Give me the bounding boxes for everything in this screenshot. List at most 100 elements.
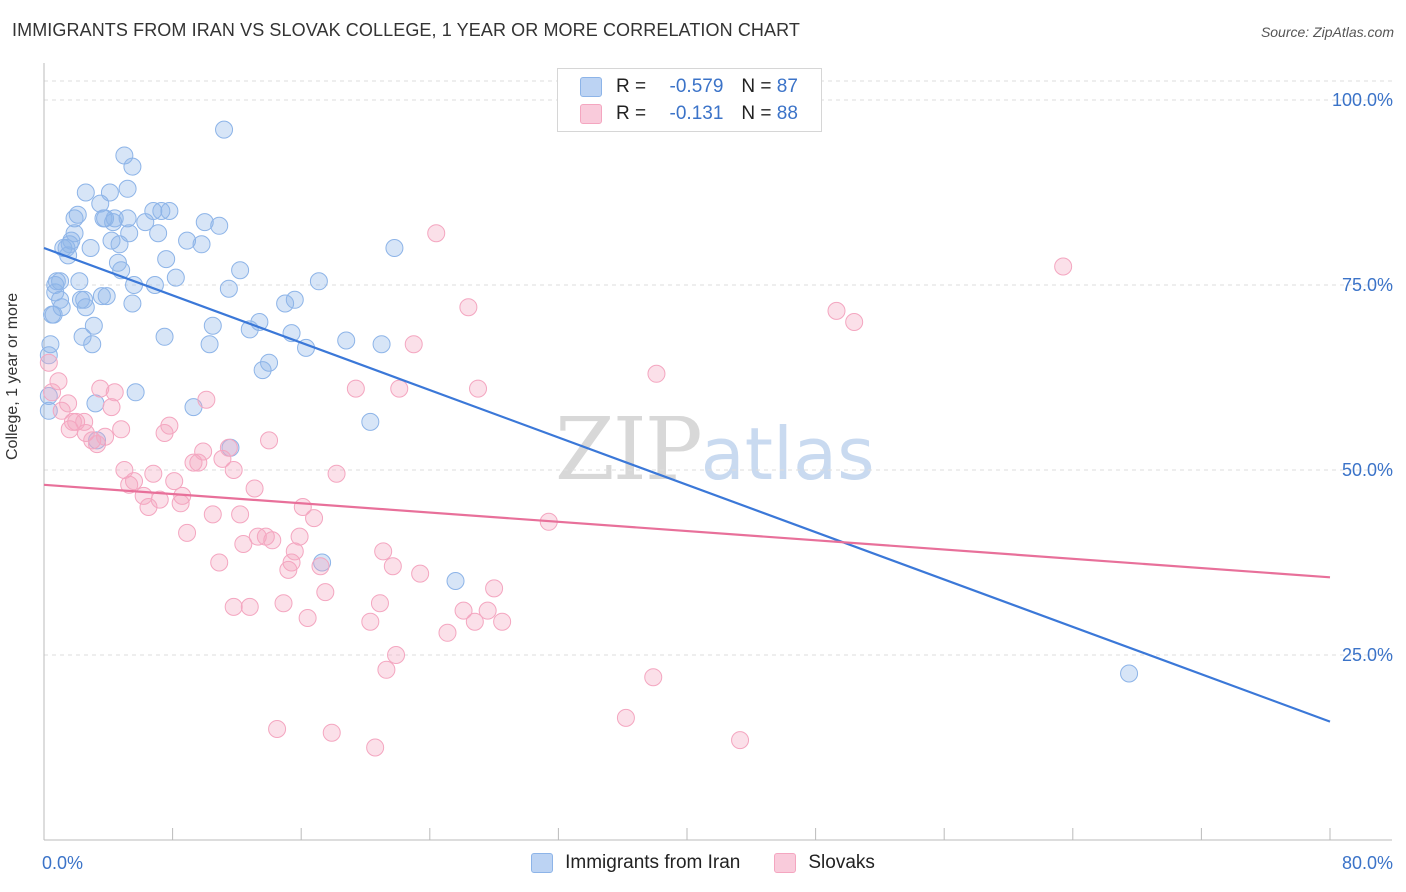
point-iran xyxy=(260,353,279,372)
point-iran xyxy=(39,346,58,365)
point-slovaks xyxy=(322,723,341,742)
point-slovaks xyxy=(189,453,208,472)
y-tick-label: 75.0% xyxy=(1342,275,1393,295)
point-iran xyxy=(446,572,465,590)
point-slovaks xyxy=(327,464,346,483)
point-iran xyxy=(41,335,60,354)
point-slovaks xyxy=(493,612,512,631)
series-legend-iran[interactable]: Immigrants from Iran xyxy=(531,852,740,874)
point-slovaks xyxy=(285,542,304,561)
point-slovaks xyxy=(731,731,750,750)
series-legend-slovaks[interactable]: Slovaks xyxy=(774,852,875,874)
point-slovaks xyxy=(160,416,179,435)
point-slovaks xyxy=(197,390,216,409)
point-slovaks xyxy=(120,475,139,494)
point-slovaks xyxy=(377,660,396,679)
point-slovaks xyxy=(616,708,635,727)
legend-r-value-slovaks: -0.131 xyxy=(669,103,724,124)
point-slovaks xyxy=(224,597,243,616)
point-slovaks xyxy=(91,379,110,398)
point-slovaks xyxy=(231,505,250,524)
point-slovaks xyxy=(845,313,864,331)
point-iran xyxy=(337,331,356,350)
point-iran xyxy=(219,279,238,298)
legend-r-label: R = xyxy=(616,103,647,124)
point-iran xyxy=(73,327,92,346)
watermark-zip: ZIP xyxy=(555,400,703,500)
point-iran xyxy=(84,316,103,335)
point-iran xyxy=(192,235,211,254)
point-iran xyxy=(59,246,78,265)
point-slovaks xyxy=(411,564,430,583)
point-iran xyxy=(210,216,229,235)
point-slovaks xyxy=(290,527,309,546)
point-slovaks xyxy=(366,738,385,757)
point-iran xyxy=(361,412,380,431)
point-slovaks xyxy=(125,472,144,491)
point-slovaks xyxy=(39,353,58,372)
point-iran xyxy=(166,268,185,287)
point-iran xyxy=(149,224,168,243)
point-slovaks xyxy=(387,646,406,664)
point-slovaks xyxy=(210,553,229,572)
point-slovaks xyxy=(454,601,473,620)
point-iran xyxy=(118,179,137,198)
point-iran xyxy=(75,290,94,309)
point-iran xyxy=(215,120,234,139)
point-iran xyxy=(123,157,142,176)
point-slovaks xyxy=(96,427,115,446)
point-iran xyxy=(83,335,102,354)
point-slovaks xyxy=(282,553,301,572)
point-slovaks xyxy=(346,379,365,398)
trend-lines xyxy=(43,246,1331,723)
point-iran xyxy=(51,272,70,291)
point-slovaks xyxy=(268,720,287,738)
series-legend: Immigrants from Iran Slovaks xyxy=(0,852,1406,874)
point-iran xyxy=(157,250,176,269)
point-slovaks xyxy=(383,557,402,576)
point-slovaks xyxy=(469,379,488,398)
y-tick-label: 100.0% xyxy=(1332,90,1393,110)
point-iran xyxy=(65,224,84,243)
legend-r-value-iran: -0.579 xyxy=(669,76,724,97)
point-iran xyxy=(76,298,95,317)
point-iran xyxy=(123,294,142,313)
correlation-legend: R = -0.579 N = 87 R = -0.131 N = 88 xyxy=(557,68,822,132)
legend-swatch-slovaks xyxy=(580,104,602,124)
point-slovaks xyxy=(427,224,446,243)
point-slovaks xyxy=(59,394,78,413)
point-iran xyxy=(81,239,100,257)
point-iran xyxy=(160,202,179,220)
point-iran xyxy=(253,361,272,380)
y-tick-label: 25.0% xyxy=(1342,645,1393,665)
point-iran xyxy=(155,327,174,346)
point-slovaks xyxy=(144,464,163,483)
point-slovaks xyxy=(647,364,666,383)
point-iran xyxy=(97,287,116,306)
legend-n-value-iran: 87 xyxy=(776,76,798,97)
point-slovaks xyxy=(274,594,293,613)
trend-line-iran xyxy=(43,246,1331,723)
point-iran xyxy=(1120,664,1139,683)
point-slovaks xyxy=(370,594,389,613)
series-swatch-iran xyxy=(531,853,554,873)
point-slovaks xyxy=(139,498,158,516)
point-iran xyxy=(276,294,295,313)
point-slovaks xyxy=(105,383,124,402)
point-iran xyxy=(200,335,219,354)
point-iran xyxy=(51,290,70,309)
point-slovaks xyxy=(459,298,478,317)
point-iran xyxy=(52,298,71,317)
grid xyxy=(44,80,1392,656)
point-iran xyxy=(70,272,89,291)
point-iran xyxy=(92,287,111,306)
point-slovaks xyxy=(234,535,253,553)
point-iran xyxy=(231,261,250,280)
point-iran xyxy=(126,383,145,402)
point-slovaks xyxy=(311,557,330,576)
legend-r-label: R = xyxy=(616,76,647,97)
point-slovaks xyxy=(150,490,169,509)
point-iran xyxy=(178,231,197,250)
point-slovaks xyxy=(194,442,213,461)
point-iran xyxy=(68,205,87,224)
